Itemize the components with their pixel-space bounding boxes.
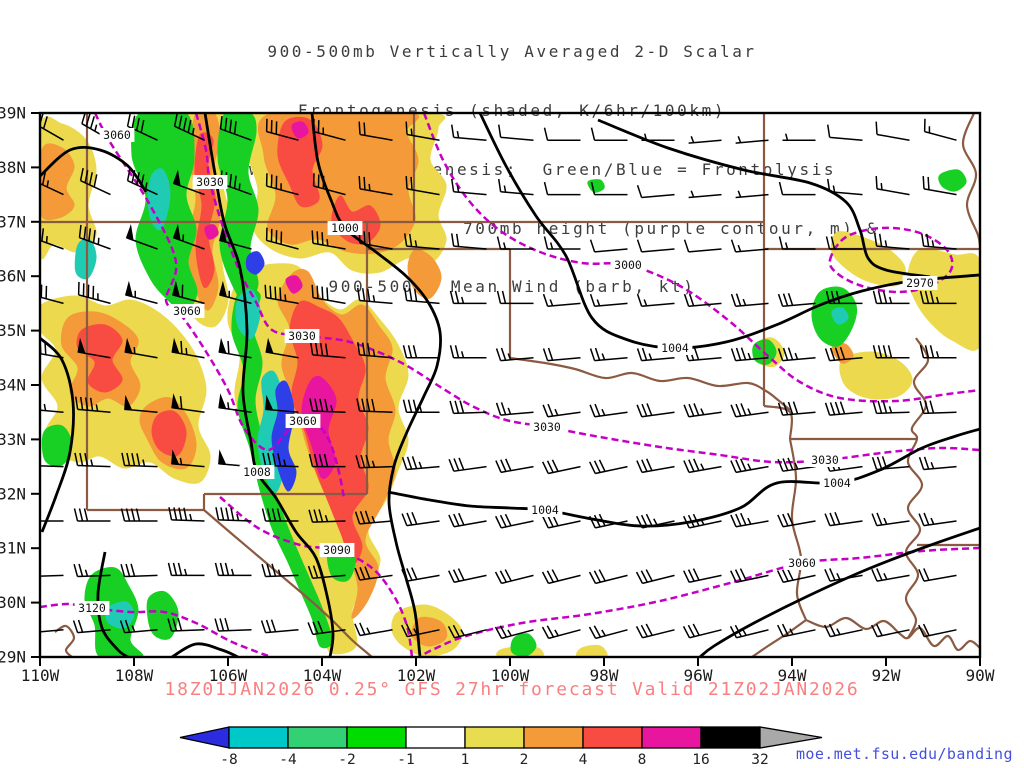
lat-label: 37N	[0, 212, 26, 231]
colorbar-tick: 4	[579, 752, 588, 768]
contour-label-height: 3030	[288, 329, 316, 343]
lon-label: 110W	[21, 666, 60, 685]
contour-label-height: 3060	[173, 304, 201, 318]
contour-label-mslp: 1008	[243, 465, 271, 479]
lon-label: 102W	[397, 666, 436, 685]
colorbar: -8 -4 -2 -1 1 2 4 8 16 32	[179, 726, 823, 768]
colorbar-segment	[700, 726, 761, 749]
lat-label: 32N	[0, 484, 26, 503]
contour-label-mslp: 1000	[331, 221, 359, 235]
lon-label: 98W	[590, 666, 619, 685]
contour-label-height: 3060	[289, 414, 317, 428]
colorbar-tick: -2	[338, 752, 355, 768]
colorbar-tick: -8	[220, 752, 237, 768]
colorbar-segment	[523, 726, 584, 749]
lon-label: 96W	[684, 666, 713, 685]
forecast-valid-text: 18Z01JAN2026 0.25° GFS 27hr forecast Val…	[164, 679, 860, 700]
colorbar-segment	[464, 726, 525, 749]
contour-label-height: 3060	[788, 556, 816, 570]
colorbar-tick: -1	[397, 752, 414, 768]
lat-label: 31N	[0, 539, 26, 558]
colorbar-left-arrow	[179, 726, 230, 749]
lat-label: 36N	[0, 267, 26, 286]
colorbar-tick: 16	[692, 752, 709, 768]
colorbar-segment	[228, 726, 289, 749]
lat-axis: 39N 38N 37N 36N 35N 34N 33N 32N 31N 30N 29N	[0, 104, 40, 667]
mslp-contours	[41, 114, 979, 656]
contour-label-mslp: 1004	[823, 476, 851, 490]
lat-label: 30N	[0, 593, 26, 612]
lon-label: 94W	[778, 666, 807, 685]
contour-label-height: 3090	[323, 543, 351, 557]
contour-label-height: 2970	[906, 276, 934, 290]
lon-label: 92W	[872, 666, 901, 685]
lon-label: 106W	[209, 666, 248, 685]
colorbar-tick: -4	[279, 752, 297, 768]
lon-axis: 110W 108W 106W 104W 102W 100W 98W 96W 94W 92W 90W	[21, 657, 995, 685]
lon-label: 104W	[303, 666, 342, 685]
lon-label: 108W	[115, 666, 154, 685]
contour-label-height: 3030	[196, 175, 224, 189]
lon-label: 90W	[966, 666, 995, 685]
wind-barbs	[41, 114, 957, 640]
title-line-5: 900-500mb Mean Wind (barb, kt)	[328, 277, 696, 297]
colorbar-segment	[641, 726, 702, 749]
contour-label-height: 3120	[78, 601, 106, 615]
lat-label: 33N	[0, 430, 26, 449]
lon-label: 100W	[491, 666, 530, 685]
colorbar-segment	[346, 726, 407, 749]
colorbar-segment	[287, 726, 348, 749]
lat-label: 38N	[0, 158, 26, 177]
contour-label-height: 3030	[811, 453, 839, 467]
contour-label-mslp: 1004	[661, 341, 689, 355]
colorbar-tick: 2	[520, 752, 529, 768]
colorbar-tick: 8	[638, 752, 647, 768]
colorbar-segment	[582, 726, 643, 749]
lat-label: 35N	[0, 321, 26, 340]
colorbar-segment	[405, 726, 466, 749]
colorbar-tick: 1	[461, 752, 470, 768]
contour-label-height: 3060	[103, 128, 131, 142]
colorbar-tick: 32	[751, 752, 768, 768]
contour-label-height: 3030	[533, 420, 561, 434]
colorbar-right-arrow	[759, 726, 823, 749]
contour-labels: 3060 3030 1000 3000 2970 3060 3030 1004 3060 3030…	[74, 128, 938, 615]
title-line-1: 900-500mb Vertically Averaged 2-D Scalar	[267, 42, 757, 62]
lat-label: 29N	[0, 648, 26, 667]
contour-label-mslp: 1004	[531, 503, 559, 517]
contour-label-height: 3000	[614, 258, 642, 272]
lat-label: 39N	[0, 104, 26, 123]
lat-label: 34N	[0, 376, 26, 395]
credit-link[interactable]: moe.met.fsu.edu/banding	[796, 745, 1013, 763]
